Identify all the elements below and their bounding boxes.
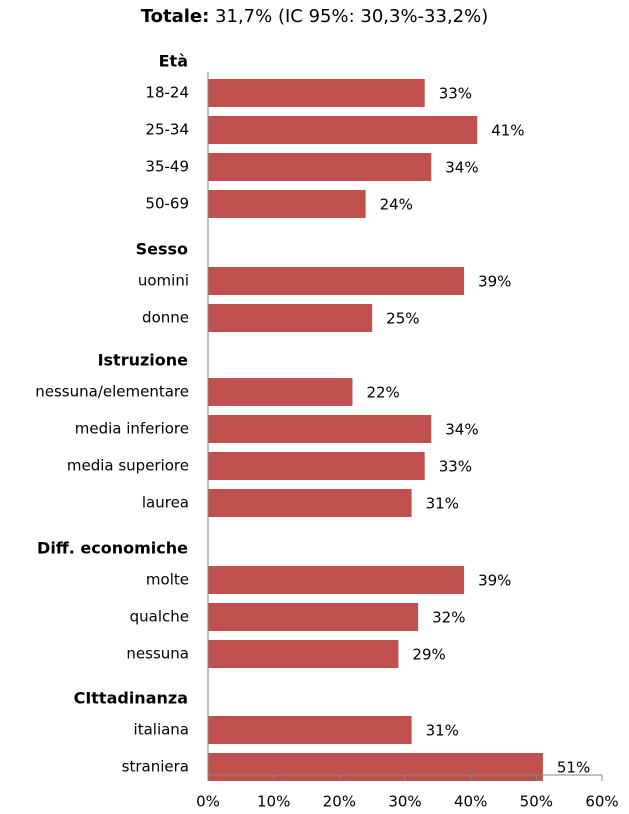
category-label: media superiore (67, 457, 189, 475)
data-label: 22% (366, 384, 399, 402)
category-label: 50-69 (145, 195, 189, 213)
group-label: Età (159, 52, 188, 71)
data-label: 31% (426, 722, 459, 740)
x-tick-label: 10% (257, 793, 290, 811)
x-tick-label: 30% (388, 793, 421, 811)
category-label: straniera (122, 758, 189, 776)
data-label: 34% (445, 421, 478, 439)
x-tick-label: 50% (520, 793, 553, 811)
category-label: molte (146, 571, 189, 589)
bar (208, 190, 366, 218)
data-label: 33% (439, 85, 472, 103)
category-label: 25-34 (145, 121, 189, 139)
chart-title: Totale: 31,7% (IC 95%: 30,3%-33,2%) (0, 6, 629, 27)
bar (208, 116, 478, 144)
bar (208, 79, 425, 107)
category-label: 18-24 (145, 84, 189, 102)
group-label: Diff. economiche (37, 539, 188, 558)
category-label: laurea (142, 494, 189, 512)
bar (208, 452, 425, 480)
data-label: 39% (478, 273, 511, 291)
bar (208, 753, 543, 781)
data-label: 29% (412, 646, 445, 664)
chart-title-rest: 31,7% (IC 95%: 30,3%-33,2%) (209, 6, 489, 27)
data-label: 24% (380, 196, 413, 214)
bar (208, 716, 412, 744)
bar (208, 489, 412, 517)
bar (208, 378, 353, 406)
bar (208, 566, 465, 594)
data-label: 32% (432, 609, 465, 627)
category-label: donne (142, 309, 189, 327)
x-tick-label: 40% (454, 793, 487, 811)
x-tick-label: 20% (323, 793, 356, 811)
bar (208, 267, 465, 295)
group-label: Sesso (136, 240, 188, 259)
data-label: 34% (445, 159, 478, 177)
data-label: 51% (557, 759, 590, 777)
category-label: 35-49 (145, 158, 189, 176)
bar (208, 640, 399, 668)
data-label: 41% (491, 122, 524, 140)
bar (208, 415, 432, 443)
data-label: 31% (426, 495, 459, 513)
bar (208, 153, 432, 181)
data-label: 33% (439, 458, 472, 476)
category-label: italiana (134, 721, 189, 739)
x-tick-label: 60% (585, 793, 618, 811)
category-label: media inferiore (75, 420, 189, 438)
bar (208, 304, 373, 332)
data-label: 39% (478, 572, 511, 590)
data-label: 25% (386, 310, 419, 328)
category-label: nessuna/elementare (35, 383, 189, 401)
bar (208, 603, 419, 631)
x-tick-label: 0% (196, 793, 220, 811)
category-label: uomini (138, 272, 189, 290)
group-label: CIttadinanza (74, 689, 188, 708)
chart-title-bold: Totale: (140, 6, 210, 27)
category-label: nessuna (126, 645, 189, 663)
category-label: qualche (130, 608, 189, 626)
group-label: Istruzione (98, 351, 189, 370)
